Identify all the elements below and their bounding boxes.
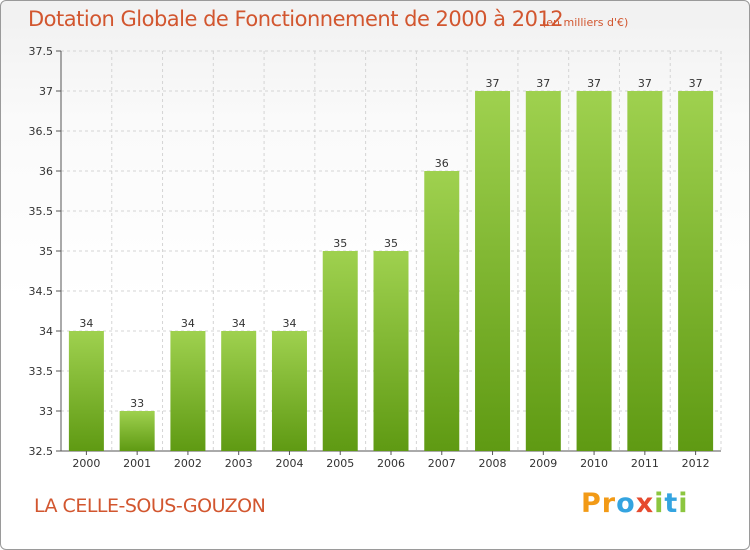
bars	[68, 91, 714, 451]
logo-letter: o	[616, 488, 636, 519]
x-tick-label: 2003	[225, 457, 253, 470]
y-tick-label: 37.5	[29, 45, 54, 58]
x-tick-label: 2010	[580, 457, 608, 470]
data-label: 37	[587, 77, 601, 90]
logo-letter: t	[664, 488, 679, 519]
y-tick-label: 33	[39, 405, 53, 418]
y-tick-label: 33.5	[29, 365, 54, 378]
bar-2007	[424, 171, 460, 451]
bar-2004	[271, 331, 307, 451]
logo-letter: x	[635, 488, 655, 519]
y-tick-label: 34	[39, 325, 53, 338]
data-label: 37	[486, 77, 500, 90]
data-label: 37	[638, 77, 652, 90]
x-tick-label: 2011	[631, 457, 659, 470]
y-tick-label: 32.5	[29, 445, 54, 458]
x-tick-label: 2002	[174, 457, 202, 470]
axes: 32.5 33 33.5 34 34.5 35 35.5 36 36.5 37 37.5 2000 20…	[29, 45, 721, 470]
data-label: 35	[384, 237, 398, 250]
bar-2009	[525, 91, 561, 451]
logo-letter: i	[654, 488, 665, 519]
bar-2002	[170, 331, 206, 451]
x-tick-label: 2001	[123, 457, 151, 470]
x-tick-label: 2007	[428, 457, 456, 470]
data-label: 34	[181, 317, 195, 330]
data-label: 34	[232, 317, 246, 330]
bar-2012	[678, 91, 714, 451]
chart-title: Dotation Globale de Fonctionnement de 20…	[28, 7, 564, 31]
data-label: 37	[689, 77, 703, 90]
logo-letter: P	[581, 488, 602, 519]
commune-name: LA CELLE-SOUS-GOUZON	[34, 495, 266, 517]
x-tick-label: 2004	[275, 457, 303, 470]
bar-2011	[627, 91, 663, 451]
data-labels: 34 33 34 34 34 35 35 36 37 37 37 37 37	[79, 77, 702, 410]
data-label: 37	[536, 77, 550, 90]
x-tick-label: 2012	[682, 457, 710, 470]
x-tick-label: 2009	[529, 457, 557, 470]
bar-2010	[576, 91, 612, 451]
x-tick-label: 2000	[72, 457, 100, 470]
x-tick-label: 2008	[479, 457, 507, 470]
proxiti-logo: Proxiti	[581, 488, 689, 519]
data-label: 33	[130, 397, 144, 410]
data-label: 36	[435, 157, 449, 170]
y-tick-label: 37	[39, 85, 53, 98]
bar-2008	[475, 91, 511, 451]
chart-subtitle: (en milliers d'€)	[542, 16, 629, 29]
bar-2006	[373, 251, 409, 451]
y-tick-label: 35.5	[29, 205, 54, 218]
bar-2005	[322, 251, 358, 451]
logo-letter: r	[601, 488, 617, 519]
bar-2000	[68, 331, 104, 451]
logo-letter: i	[678, 488, 689, 519]
y-tick-label: 35	[39, 245, 53, 258]
y-tick-label: 36	[39, 165, 53, 178]
bar-2003	[221, 331, 257, 451]
bar-2001	[119, 411, 155, 451]
data-label: 34	[282, 317, 296, 330]
x-tick-label: 2006	[377, 457, 405, 470]
data-label: 35	[333, 237, 347, 250]
y-tick-label: 36.5	[29, 125, 54, 138]
data-label: 34	[79, 317, 93, 330]
x-tick-label: 2005	[326, 457, 354, 470]
y-tick-label: 34.5	[29, 285, 54, 298]
